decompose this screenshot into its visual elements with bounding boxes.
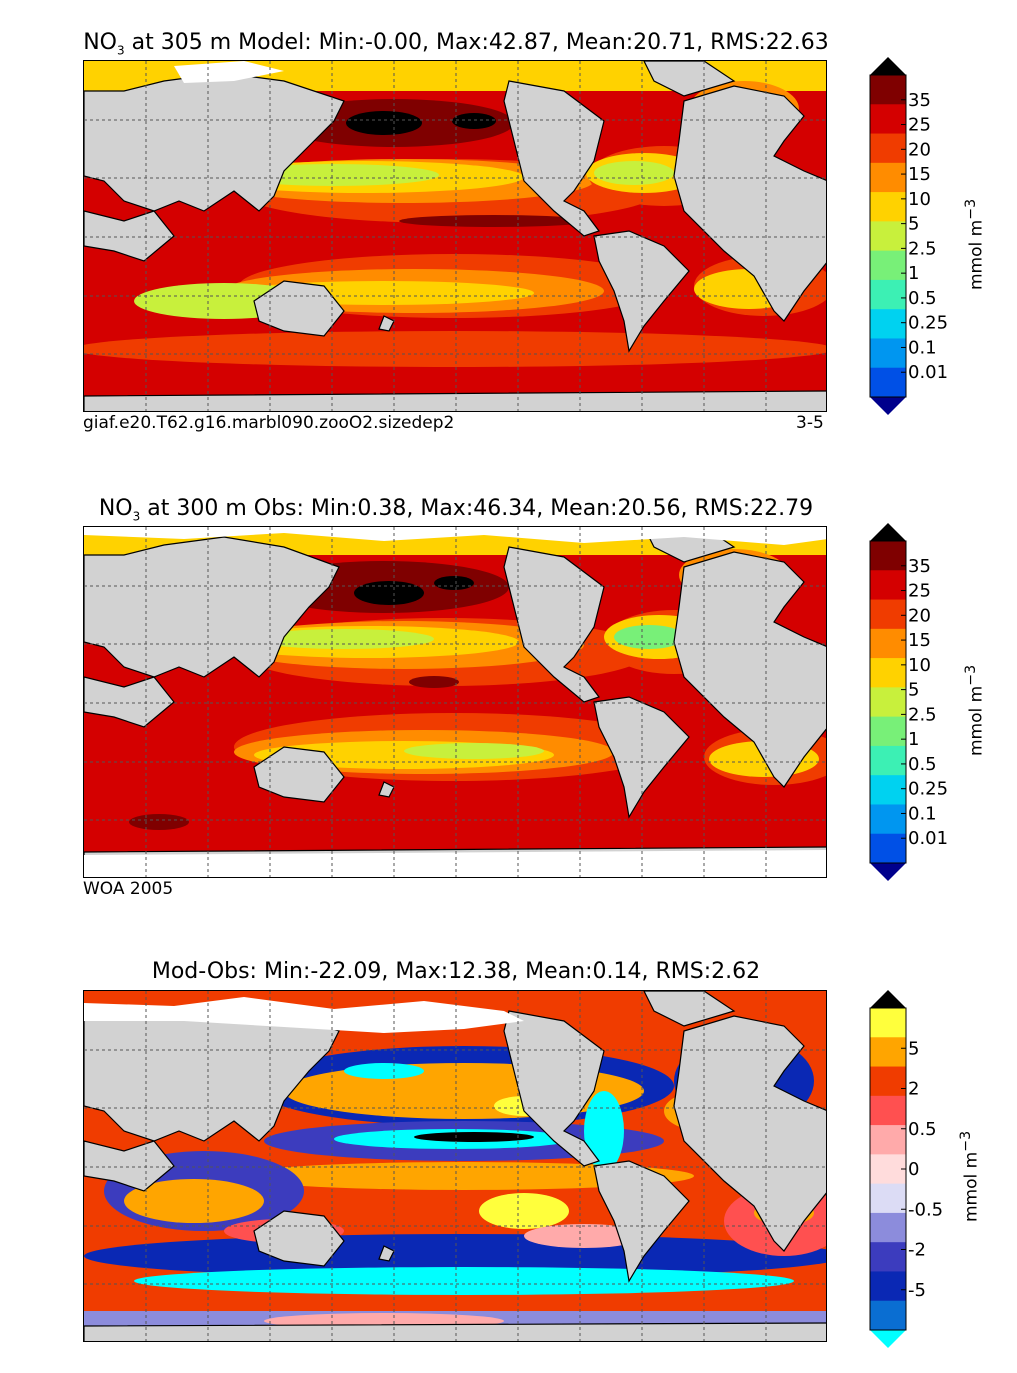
model-colorbar-tick-label: 0.01 — [908, 362, 948, 383]
model-colorbar-tick-label: 1 — [908, 263, 919, 284]
model-run-name: giaf.e20.T62.g16.marbl090.zooO2.sizedep2 — [83, 413, 455, 433]
obs-grid-lines — [84, 527, 826, 877]
model-years-label: 3-5 — [796, 413, 824, 433]
obs-colorbar-swatch — [870, 833, 906, 864]
diff-colorbar-tick-label: 5 — [908, 1038, 919, 1059]
diff-colorbar-swatch — [870, 1154, 906, 1185]
model-colorbar-tick-label: 10 — [908, 189, 931, 210]
obs-colorbar: 35 25 20 15 10 5 2.5 1 0.5 0.25 0.1 0.01 — [869, 523, 948, 881]
diff-colorbar-swatch — [870, 1242, 906, 1272]
model-grid-lines — [84, 61, 826, 411]
model-colorbar-swatch — [870, 133, 906, 164]
diff-colorbar-swatch — [870, 1183, 906, 1214]
obs-colorbar-svg: 35 25 20 15 10 5 2.5 1 0.5 0.25 0.1 0.01 — [869, 523, 948, 881]
diff-colorbar-swatch — [870, 1095, 906, 1126]
model-colorbar-tick-label: 0.5 — [908, 288, 937, 309]
diff-colorbar-swatch — [870, 1271, 906, 1302]
obs-colorbar-tick-label: 0.5 — [908, 754, 937, 775]
obs-colorbar-swatch — [870, 804, 906, 835]
obs-colorbar-unit: mmol m−3 — [963, 664, 987, 756]
obs-colorbar-tick-label: 10 — [908, 655, 931, 676]
obs-colorbar-swatch — [870, 570, 906, 601]
model-colorbar-swatch — [870, 338, 906, 369]
obs-colorbar-swatch — [870, 687, 906, 718]
diff-colorbar-swatch — [870, 1300, 906, 1331]
model-panel-title: NO3 at 305 m Model: Min:-0.00, Max:42.87… — [83, 30, 829, 58]
model-colorbar-unit: mmol m−3 — [963, 198, 987, 290]
model-colorbar-tick-label: 20 — [908, 139, 931, 160]
diff-colorbar-swatch — [870, 1066, 906, 1097]
model-map-plot — [84, 61, 826, 411]
diff-map-plot — [84, 991, 826, 1341]
obs-colorbar-swatch — [870, 658, 906, 688]
diff-colorbar-tick-label: 0.5 — [908, 1119, 937, 1140]
obs-colorbar-swatch — [870, 745, 906, 776]
model-colorbar-tick-label: 0.25 — [908, 313, 948, 334]
model-colorbar-tick-label: 2.5 — [908, 238, 937, 259]
diff-colorbar-tick-label: 2 — [908, 1079, 919, 1100]
obs-colorbar-tick-label: 1 — [908, 729, 919, 750]
obs-colorbar-frame — [869, 540, 907, 864]
obs-colorbar-swatch — [870, 775, 906, 805]
model-colorbar-tick-label: 25 — [908, 115, 931, 136]
obs-map — [83, 526, 827, 878]
diff-colorbar-swatch — [870, 1037, 906, 1068]
obs-colorbar-swatch — [870, 541, 906, 571]
obs-colorbar-tick-label: 0.1 — [908, 803, 937, 824]
obs-colorbar-tick-label: 0.25 — [908, 779, 948, 800]
diff-grid-lines — [84, 991, 826, 1341]
diff-colorbar: 5 2 0.5 0 -0.5 -2 -5 — [869, 990, 943, 1348]
obs-colorbar-extend-max — [870, 523, 906, 541]
model-colorbar-swatch — [870, 75, 906, 105]
model-colorbar: 35 25 20 15 10 5 2.5 1 0.5 0.25 0.1 0.01 — [869, 57, 948, 415]
obs-colorbar-swatch — [870, 716, 906, 747]
model-colorbar-swatch — [870, 309, 906, 339]
obs-colorbar-tick-label: 35 — [908, 556, 931, 577]
model-colorbar-swatch — [870, 162, 906, 193]
model-missing-data — [174, 61, 284, 83]
obs-colorbar-tick-label: 15 — [908, 630, 931, 651]
diff-colorbar-tick-label: -5 — [908, 1280, 926, 1301]
obs-panel-title: NO3 at 300 m Obs: Min:0.38, Max:46.34, M… — [98, 496, 814, 524]
obs-source-label: WOA 2005 — [83, 879, 174, 899]
model-colorbar-tick-label: 0.1 — [908, 337, 937, 358]
obs-colorbar-tick-label: 20 — [908, 605, 931, 626]
obs-colorbar-extend-min — [870, 863, 906, 881]
diff-colorbar-extend-min — [870, 1330, 906, 1348]
diff-colorbar-swatch — [870, 1212, 906, 1243]
diff-colorbar-tick-label: -2 — [908, 1240, 926, 1261]
model-colorbar-tick-label: 5 — [908, 214, 919, 235]
model-colorbar-swatch — [870, 250, 906, 281]
diff-missing-data — [84, 997, 524, 1033]
obs-colorbar-tick-label: 5 — [908, 680, 919, 701]
model-colorbar-extend-max — [870, 57, 906, 75]
model-colorbar-tick-label: 15 — [908, 164, 931, 185]
diff-colorbar-swatch — [870, 1125, 906, 1155]
diff-colorbar-tick-label: -0.5 — [908, 1199, 943, 1220]
model-colorbar-svg: 35 25 20 15 10 5 2.5 1 0.5 0.25 0.1 0.01 — [869, 57, 948, 415]
diff-colorbar-extend-max — [870, 990, 906, 1008]
obs-colorbar-tick-label: 25 — [908, 581, 931, 602]
obs-colorbar-swatch — [870, 599, 906, 630]
diff-colorbar-svg: 5 2 0.5 0 -0.5 -2 -5 — [869, 990, 943, 1348]
model-map — [83, 60, 827, 412]
obs-map-plot — [84, 527, 826, 877]
model-colorbar-swatch — [870, 221, 906, 252]
obs-colorbar-tick-label: 0.01 — [908, 828, 948, 849]
model-colorbar-extend-min — [870, 397, 906, 415]
model-colorbar-swatch — [870, 192, 906, 222]
diff-colorbar-swatch — [870, 1008, 906, 1038]
model-colorbar-swatch — [870, 279, 906, 310]
diff-map — [83, 990, 827, 1342]
model-colorbar-tick-label: 35 — [908, 90, 931, 111]
diff-colorbar-tick-label: 0 — [908, 1159, 919, 1180]
diff-colorbar-unit: mmol m−3 — [958, 1130, 982, 1222]
obs-colorbar-swatch — [870, 628, 906, 659]
model-colorbar-swatch — [870, 104, 906, 135]
obs-colorbar-tick-label: 2.5 — [908, 704, 937, 725]
model-colorbar-swatch — [870, 367, 906, 398]
model-colorbar-frame — [869, 74, 907, 398]
diff-panel-title: Mod-Obs: Min:-22.09, Max:12.38, Mean:0.1… — [151, 959, 761, 984]
